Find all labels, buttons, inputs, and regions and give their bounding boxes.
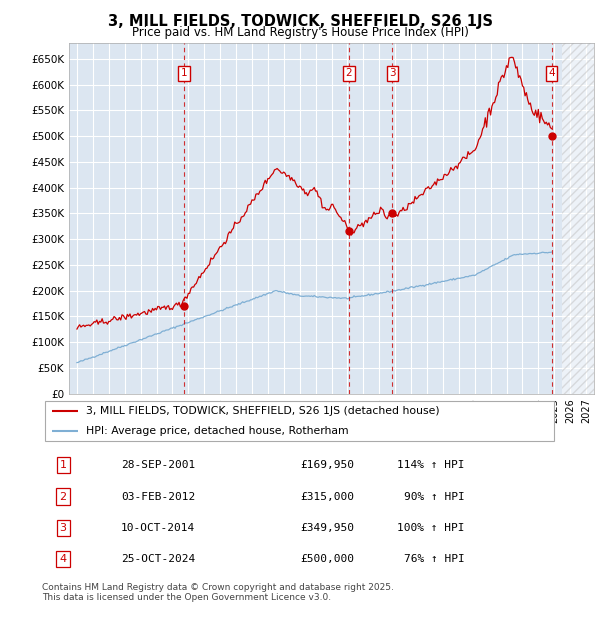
- Text: Contains HM Land Registry data © Crown copyright and database right 2025.
This d: Contains HM Land Registry data © Crown c…: [42, 583, 394, 602]
- Text: 1: 1: [181, 68, 188, 78]
- Text: £169,950: £169,950: [300, 460, 354, 470]
- Text: 3: 3: [59, 523, 67, 533]
- Text: 90% ↑ HPI: 90% ↑ HPI: [404, 492, 464, 502]
- Text: £349,950: £349,950: [300, 523, 354, 533]
- Text: HPI: Average price, detached house, Rotherham: HPI: Average price, detached house, Roth…: [86, 426, 349, 436]
- Text: 3: 3: [389, 68, 396, 78]
- Text: 3, MILL FIELDS, TODWICK, SHEFFIELD, S26 1JS (detached house): 3, MILL FIELDS, TODWICK, SHEFFIELD, S26 …: [86, 405, 439, 416]
- Text: 114% ↑ HPI: 114% ↑ HPI: [397, 460, 464, 470]
- Bar: [562, 33, 600, 394]
- Text: £315,000: £315,000: [300, 492, 354, 502]
- Text: 100% ↑ HPI: 100% ↑ HPI: [397, 523, 464, 533]
- Text: 2: 2: [346, 68, 352, 78]
- Text: 4: 4: [59, 554, 67, 564]
- Text: 76% ↑ HPI: 76% ↑ HPI: [404, 554, 464, 564]
- Text: 3, MILL FIELDS, TODWICK, SHEFFIELD, S26 1JS: 3, MILL FIELDS, TODWICK, SHEFFIELD, S26 …: [107, 14, 493, 29]
- Text: 1: 1: [59, 460, 67, 470]
- Text: 25-OCT-2024: 25-OCT-2024: [121, 554, 195, 564]
- FancyBboxPatch shape: [44, 401, 554, 441]
- Text: Price paid vs. HM Land Registry's House Price Index (HPI): Price paid vs. HM Land Registry's House …: [131, 26, 469, 39]
- Text: 2: 2: [59, 492, 67, 502]
- Text: 28-SEP-2001: 28-SEP-2001: [121, 460, 195, 470]
- Text: 03-FEB-2012: 03-FEB-2012: [121, 492, 195, 502]
- Text: 4: 4: [548, 68, 555, 78]
- Text: 10-OCT-2014: 10-OCT-2014: [121, 523, 195, 533]
- Text: £500,000: £500,000: [300, 554, 354, 564]
